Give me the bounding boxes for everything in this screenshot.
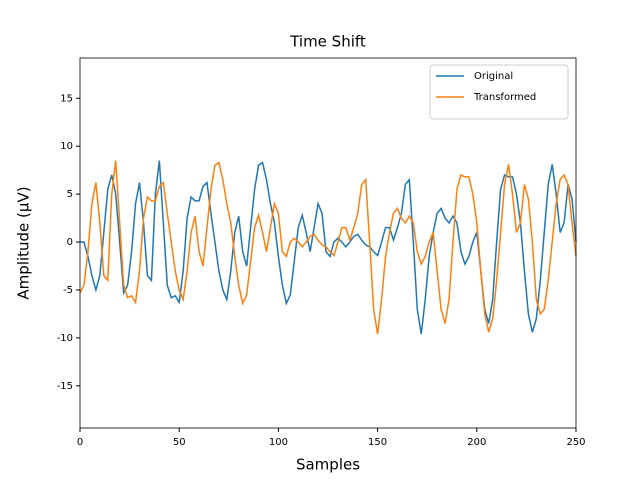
y-axis-label: Amplitude (µV) — [15, 186, 33, 299]
legend-label: Transformed — [473, 92, 536, 103]
line — [79, 160, 577, 335]
x-axis-label: Samples — [296, 456, 360, 474]
y-tick-label: -15 — [57, 381, 73, 392]
y-tick-label: -5 — [63, 285, 73, 296]
x-tick-label: 250 — [566, 437, 585, 448]
plot-frame — [79, 57, 577, 429]
y-tick-label: 0 — [67, 237, 73, 248]
x-tick-label: 50 — [173, 437, 186, 448]
x-tick-label: 200 — [467, 437, 486, 448]
x-tick-label: 0 — [77, 437, 83, 448]
y-tick-label: 15 — [60, 93, 73, 104]
legend-box — [429, 64, 569, 120]
line — [80, 160, 577, 335]
y-tick-label: 5 — [67, 189, 73, 200]
chart-title: Time Shift — [289, 33, 366, 51]
x-tick-label: 100 — [269, 437, 288, 448]
y-tick-label: 10 — [60, 141, 73, 152]
legend-label: Original — [474, 71, 513, 82]
y-tick-label: -10 — [57, 333, 73, 344]
x-tick-label: 150 — [368, 437, 387, 448]
